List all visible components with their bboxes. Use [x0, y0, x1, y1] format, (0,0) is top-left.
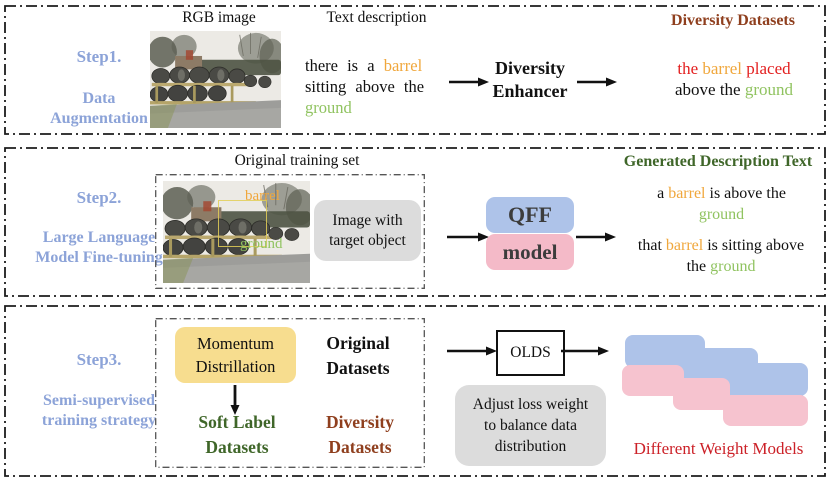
barrel-word: barrel	[702, 59, 743, 78]
qff-box: QFF	[486, 197, 574, 233]
arrow-right-icon	[447, 232, 489, 242]
step1-label: Step1.	[76, 47, 122, 66]
weight-model-card-pink	[673, 378, 730, 410]
adjust-line2: to balance data	[484, 417, 577, 434]
adjust-line1: Adjust loss weight	[472, 396, 589, 413]
diversity-datasets-label: Diversity Datasets	[325, 412, 395, 457]
barrel-word: barrel	[665, 237, 704, 254]
text-description-label: Text description	[326, 9, 427, 26]
ground-word: ground	[710, 258, 756, 275]
arrow-right-icon	[561, 346, 609, 356]
momentum-distillation-box: Momentum Distrillation	[175, 327, 296, 383]
arrow-right-icon	[576, 232, 616, 242]
barrel-word: barrel	[383, 56, 423, 75]
diversity-output-text: the barrel placed above the ground	[634, 58, 830, 100]
adjust-line3: distribution	[494, 438, 567, 455]
diversity-enhancer-block: Diversity Enhancer	[480, 57, 580, 103]
image-ground-label: ground	[240, 236, 283, 252]
generated-text-2: that barrel is sitting above the ground	[637, 237, 805, 275]
weight-model-card-blue	[725, 363, 808, 396]
panel-step3: Step3. Semi-supervised training strategy…	[4, 305, 826, 477]
desc-line2: sitting above the	[305, 77, 425, 96]
barrel-photo-illustration	[150, 31, 281, 128]
rgb-image	[150, 31, 281, 128]
diversity-datasets-title: Diversity Datasets	[671, 12, 795, 29]
step2-name: Large Language Model Fine-tuning	[16, 228, 182, 268]
different-weight-models-label: Different Weight Models	[633, 439, 804, 458]
step3-name-line2: training strategy	[41, 412, 157, 429]
barrel-photo-illustration	[163, 181, 310, 283]
step1-name-line1: Data	[82, 90, 116, 107]
step3-label: Step3.	[76, 350, 122, 369]
weight-models-illustration	[619, 332, 819, 435]
ground-word: ground	[744, 80, 794, 99]
graybox-line2: target object	[329, 231, 406, 249]
olds-box: OLDS	[496, 330, 565, 376]
step1-name: Data Augmentation	[24, 89, 174, 129]
step2-name-line1: Large Language	[42, 229, 156, 246]
original-training-set-label: Original training set	[234, 152, 360, 169]
step1-name-line2: Augmentation	[50, 110, 148, 127]
ground-word: ground	[305, 98, 352, 117]
arrow-right-icon	[447, 346, 497, 356]
image-with-target-object-box: Image with target object	[314, 200, 421, 261]
model-box: model	[486, 234, 574, 270]
text-description-body: there is a barrel sitting above the grou…	[305, 55, 455, 118]
arrow-right-icon	[577, 77, 617, 87]
output-line2: above the ground	[674, 80, 794, 99]
target-object-box	[218, 200, 267, 247]
arrow-down-icon	[230, 385, 240, 415]
step3-name-line1: Semi-supervised	[43, 392, 155, 409]
adjust-loss-weight-box: Adjust loss weight to balance data distr…	[455, 385, 606, 466]
rgb-image-label: RGB image	[182, 9, 256, 26]
training-image: barrel ground	[163, 181, 310, 283]
panel-step1: Step1. Data Augmentation RGB image	[4, 5, 826, 135]
panel-step2: Step2. Large Language Model Fine-tuning …	[4, 147, 826, 297]
barrel-word: barrel	[668, 185, 706, 202]
generated-text-1: a barrel is above the ground	[624, 183, 819, 225]
soft-label-datasets-label: Soft Label Datasets	[198, 412, 276, 457]
ground-word: ground	[698, 206, 745, 223]
step2-label: Step2.	[76, 188, 122, 207]
enhancer-line1: Diversity	[495, 58, 565, 78]
original-datasets-label: Original Datasets	[326, 333, 390, 378]
momentum-line1: Momentum	[197, 334, 274, 353]
arrow-right-icon	[449, 77, 489, 87]
step3-name: Semi-supervised training strategy	[16, 391, 182, 431]
desc-line1: there is a barrel	[305, 56, 423, 75]
output-line1: the barrel placed	[677, 59, 791, 78]
momentum-line2: Distrillation	[195, 357, 276, 376]
graybox-line1: Image with	[332, 211, 403, 229]
image-barrel-label: barrel	[245, 188, 280, 204]
generated-description-title: Generated Description Text	[623, 153, 813, 170]
step2-name-line2: Model Fine-tuning	[35, 249, 163, 266]
weight-model-card-pink	[723, 395, 808, 426]
enhancer-line2: Enhancer	[492, 81, 568, 101]
